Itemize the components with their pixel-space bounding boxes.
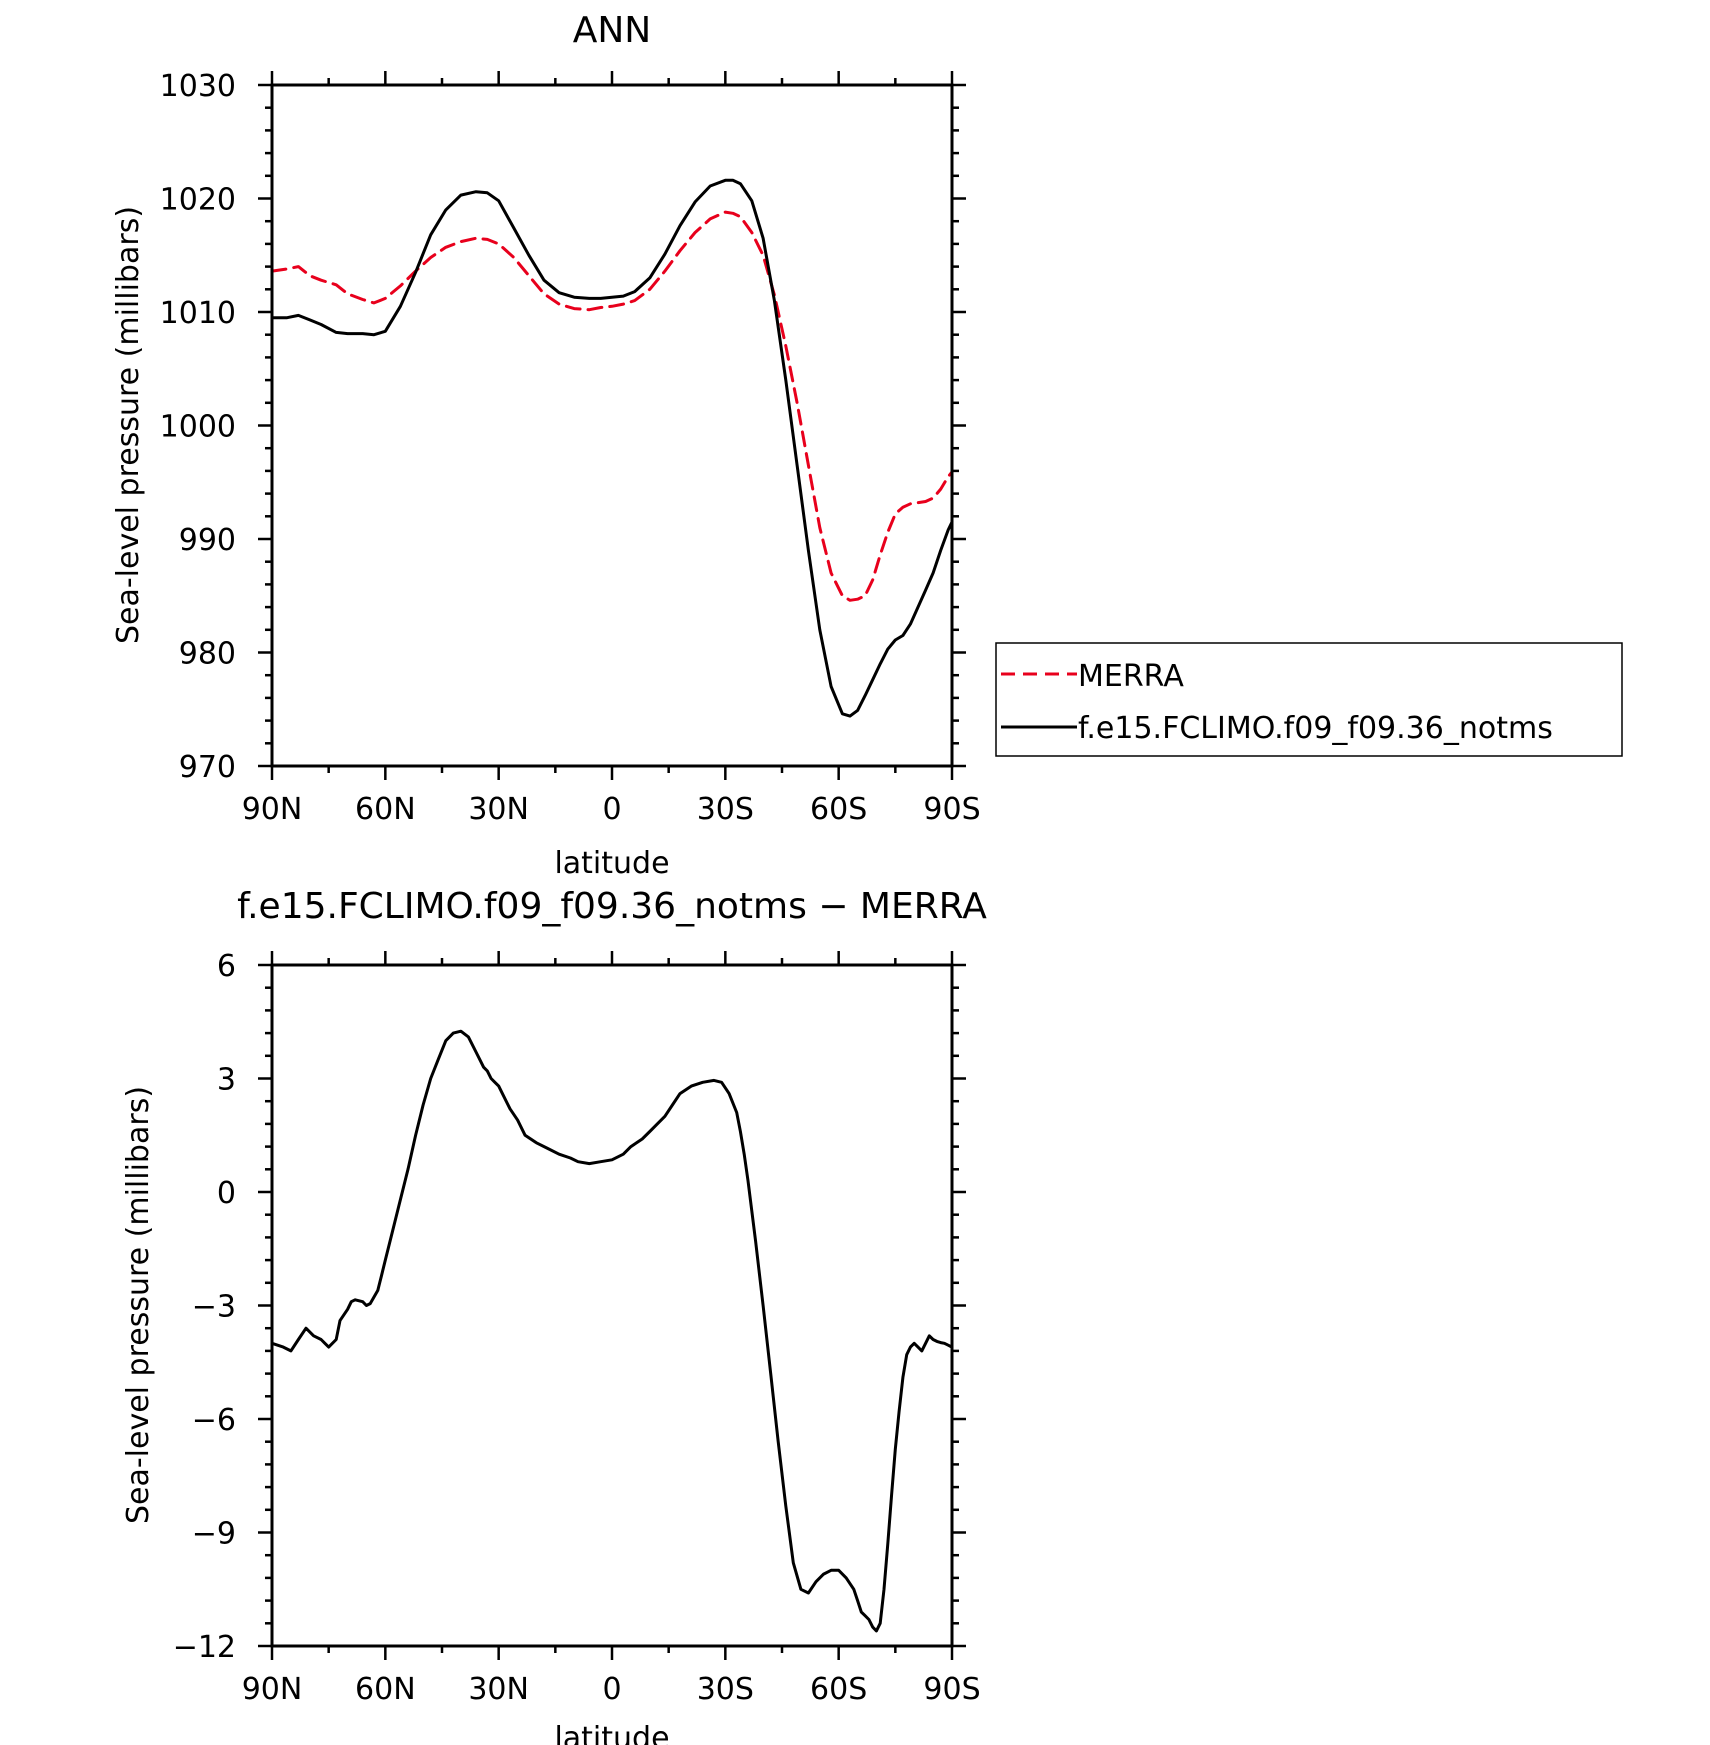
top-x-axis-title: latitude [554, 846, 669, 881]
top-y-tick-label: 1000 [160, 410, 236, 445]
bottom-x-axis-title: latitude [554, 1721, 669, 1745]
bottom-axes: 90N 60N 30N 0 30S 60S 90S −12 −9 −6 −3 0 3 6 [173, 949, 981, 1707]
top-series-group [270, 178, 954, 718]
bottom-x-tick-label: 90S [923, 1672, 980, 1707]
top-x-tick-label: 30S [697, 792, 754, 827]
top-x-tick-label: 90S [923, 792, 980, 827]
top-x-tick-label: 30N [468, 792, 529, 827]
bottom-y-tick-label: 3 [217, 1063, 236, 1098]
top-y-axis-title: Sea-level pressure (millibars) [111, 206, 146, 644]
bottom-y-axis-title: Sea-level pressure (millibars) [121, 1086, 156, 1524]
legend-label-merra: MERRA [1078, 659, 1184, 694]
top-plot-frame [270, 83, 954, 768]
bottom-x-tick-label: 30S [697, 1672, 754, 1707]
top-x-tick-label: 60S [810, 792, 867, 827]
bottom-y-tick-label: 6 [217, 949, 236, 984]
bottom-panel: f.e15.FCLIMO.f09_f09.36_notms − MERRA 90… [121, 886, 987, 1745]
legend-box [995, 642, 1623, 757]
bottom-x-tick-label: 60S [810, 1672, 867, 1707]
bottom-plot-frame [270, 963, 954, 1648]
top-axes: 90N 60N 30N 0 30S 60S 90S 970 980 990 1000 1010 1020… [160, 69, 981, 827]
top-y-tick-label: 1020 [160, 183, 236, 218]
bottom-y-tick-label: −6 [192, 1403, 236, 1438]
bottom-y-tick-label: 0 [217, 1176, 236, 1211]
top-x-tick-label: 60N [355, 792, 416, 827]
top-series-line-merra [270, 210, 954, 602]
top-series-line-model [270, 178, 954, 718]
top-y-tick-label: 990 [179, 523, 236, 558]
bottom-series-group [270, 1029, 954, 1633]
top-x-tick-label: 90N [242, 792, 303, 827]
bottom-y-tick-label: −3 [192, 1290, 236, 1325]
top-y-tick-label: 970 [179, 750, 236, 785]
bottom-series-line-difference [270, 1029, 954, 1633]
bottom-x-tick-label: 90N [242, 1672, 303, 1707]
top-x-tick-label: 0 [602, 792, 621, 827]
bottom-x-tick-label: 0 [602, 1672, 621, 1707]
legend: MERRA f.e15.FCLIMO.f09_f09.36_notms [995, 642, 1623, 757]
legend-label-model: f.e15.FCLIMO.f09_f09.36_notms [1078, 711, 1553, 746]
top-panel: ANN 90N 60N 30N 0 30S 60S 90S 970 980 990 1000 1010… [111, 10, 981, 881]
bottom-y-tick-label: −9 [192, 1517, 236, 1552]
bottom-x-tick-label: 60N [355, 1672, 416, 1707]
bottom-y-tick-label: −12 [173, 1630, 236, 1665]
bottom-x-tick-label: 30N [468, 1672, 529, 1707]
bottom-plot-title: f.e15.FCLIMO.f09_f09.36_notms − MERRA [237, 886, 987, 927]
top-y-tick-label: 1010 [160, 296, 236, 331]
top-plot-title: ANN [573, 10, 652, 51]
top-y-tick-label: 980 [179, 637, 236, 672]
top-y-tick-label: 1030 [160, 69, 236, 104]
